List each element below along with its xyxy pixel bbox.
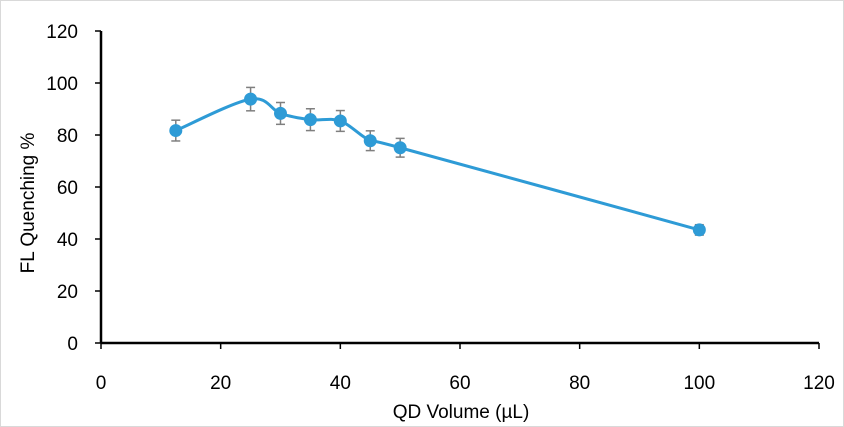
y-axis-ticks: 0 20 40 60 80 100 120 [46, 22, 101, 355]
y-tick-label: 80 [57, 126, 78, 147]
data-point [169, 124, 183, 138]
x-tick-label: 0 [96, 373, 107, 394]
data-point [244, 92, 258, 106]
y-tick-label: 0 [67, 334, 78, 355]
x-axis-ticks: 0 20 40 60 80 100 120 [96, 343, 835, 394]
x-tick-label: 80 [569, 373, 590, 394]
data-point [303, 113, 317, 127]
y-tick-label: 20 [57, 282, 78, 303]
y-tick-label: 100 [46, 74, 78, 95]
data-point [393, 141, 407, 155]
data-markers [169, 92, 706, 237]
x-axis-title: QD Volume (µL) [393, 402, 530, 423]
x-tick-label: 100 [683, 373, 715, 394]
x-tick-label: 40 [330, 373, 351, 394]
y-tick-label: 120 [46, 22, 78, 43]
data-point [274, 106, 287, 120]
y-tick-label: 40 [57, 230, 78, 251]
data-point [333, 114, 347, 128]
data-point [692, 223, 706, 237]
x-tick-label: 120 [803, 373, 835, 394]
x-tick-label: 20 [210, 373, 231, 394]
data-point [363, 134, 377, 148]
y-axis-title: FL Quenching % [18, 132, 39, 273]
y-tick-label: 60 [57, 178, 78, 199]
x-tick-label: 60 [449, 373, 470, 394]
